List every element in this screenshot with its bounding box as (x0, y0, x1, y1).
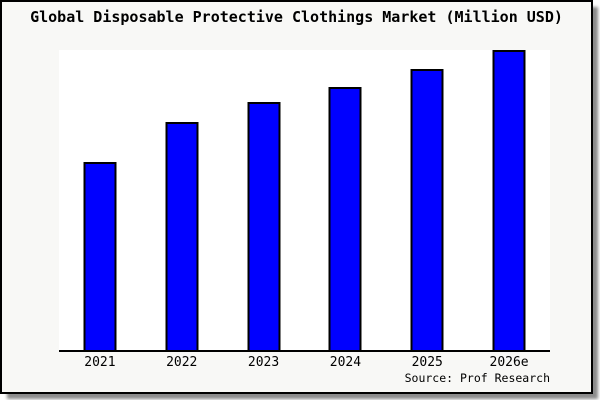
x-tick-label-2023: 2023 (247, 355, 280, 370)
bar-2025 (410, 68, 444, 350)
source-label: Source: Prof Research (404, 371, 550, 385)
x-tick-label-2024: 2024 (329, 355, 362, 370)
bar-slot-2024 (305, 50, 387, 350)
bar-2021 (83, 161, 117, 350)
bar-2026e (492, 50, 526, 350)
bar-slot-2023 (223, 50, 305, 350)
x-tick-label-2022: 2022 (166, 355, 198, 370)
bar-slot-2022 (141, 50, 223, 350)
chart-panel: Global Disposable Protective Clothings M… (0, 0, 593, 394)
bar-2024 (328, 86, 362, 350)
x-tick-label-2021: 2021 (84, 355, 116, 370)
chart-title: Global Disposable Protective Clothings M… (30, 8, 563, 26)
bar-slot-2025 (386, 50, 468, 350)
x-tick-label-2026e: 2026e (489, 355, 529, 370)
bar-2023 (247, 101, 281, 350)
bar-slot-2026e (468, 50, 550, 350)
bar-slot-2021 (59, 50, 141, 350)
x-axis-labels: 2021 2022 2023 2024 2025 2026e (59, 355, 550, 373)
plot-area (59, 50, 550, 352)
x-tick-label-2025: 2025 (411, 355, 443, 370)
bar-2022 (165, 122, 199, 350)
